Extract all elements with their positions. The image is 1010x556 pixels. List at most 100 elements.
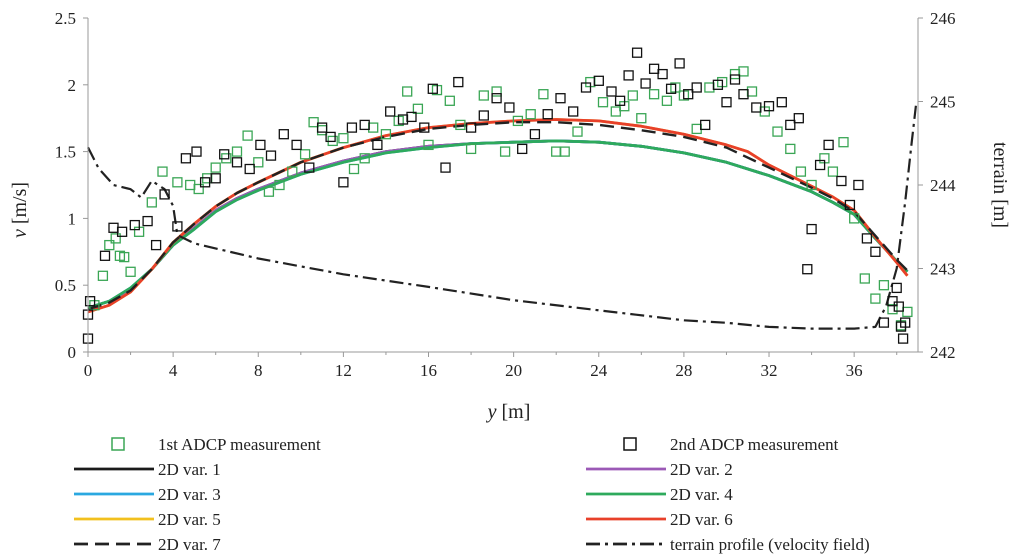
adcp1-point [572, 126, 583, 137]
x-axis-title: y [m] [486, 401, 531, 423]
adcp1-point [499, 146, 511, 157]
adcp2-point [853, 179, 864, 191]
adcp2-point [721, 97, 732, 108]
adcp1-point [380, 129, 392, 140]
adcp1-point [806, 179, 817, 191]
y-left-tick-label: 1.5 [55, 143, 76, 162]
adcp1-point [551, 146, 562, 157]
adcp2-point [199, 177, 211, 188]
adcp2-point [529, 129, 541, 140]
adcp2-point [453, 76, 464, 88]
x-tick-label: 0 [84, 361, 93, 380]
adcp2-point [640, 78, 651, 89]
adcp1-point [627, 90, 638, 101]
adcp2-point [738, 89, 749, 100]
adcp1-point [402, 86, 413, 97]
adcp2-point [568, 106, 579, 117]
adcp2-point [219, 149, 230, 160]
x-tick-label: 4 [169, 361, 178, 380]
adcp1-point [172, 177, 183, 188]
adcp1-point [878, 280, 890, 291]
adcp2-point [150, 239, 162, 251]
adcp1-point [368, 122, 379, 133]
adcp1-point [338, 133, 349, 144]
adcp1-point [636, 113, 647, 124]
adcp1-point [125, 266, 136, 277]
adcp2-point [84, 296, 96, 307]
x-tick-label: 36 [846, 361, 863, 380]
adcp1-point [263, 186, 275, 197]
legend-label-4: 2D var. 2 [670, 460, 733, 479]
adcp1-point [827, 166, 839, 177]
adcp2-point [265, 150, 277, 161]
adcp2-point [304, 162, 315, 173]
adcp1-point [559, 146, 570, 157]
adcp1-point [704, 82, 715, 93]
adcp2-point [542, 109, 553, 120]
adcp2-point [751, 102, 762, 113]
adcp1-point [849, 213, 860, 224]
adcp1-point [316, 125, 328, 136]
adcp1-point [887, 304, 898, 315]
axes: 0 4 8 12 16 20 24 28 32 36 0 0.5 1 1.5 2 2.5 242 243 244 24… [55, 9, 956, 380]
adcp2-point [210, 173, 221, 184]
adcp2-point [427, 83, 438, 94]
adcp1-point [455, 119, 466, 131]
adcp1-point [348, 163, 360, 175]
adcp2-point [142, 215, 153, 227]
adcp1-point [231, 146, 243, 157]
adcp2-point [776, 97, 787, 108]
adcp2-point [504, 102, 515, 113]
adcp2-point [465, 122, 477, 133]
adcp1-point [795, 166, 807, 177]
legend: 1st ADCP measurement 2nd ADCP measurement… [74, 435, 870, 554]
adcp1-point [525, 109, 536, 120]
x-tick-label: 28 [675, 361, 692, 380]
adcp1-point [97, 270, 109, 281]
adcp1-point [299, 149, 311, 160]
adcp2-point [606, 86, 617, 97]
adcp2-point [793, 113, 804, 124]
adcp2-point [129, 219, 140, 231]
adcp2-point [870, 246, 881, 257]
adcp1-point [308, 117, 319, 128]
adcp2-point [897, 333, 909, 344]
adcp2-point [836, 175, 847, 187]
adcp1-point [412, 103, 424, 114]
y-left-tick-label: 0.5 [55, 276, 76, 295]
adcp2-point [814, 159, 826, 171]
y-right-tick-label: 244 [930, 176, 956, 195]
legend-marker-2 [623, 437, 637, 451]
series-line-8 [87, 105, 917, 330]
legend-label-1: 1st ADCP measurement [158, 435, 321, 454]
adcp1-point [729, 68, 741, 80]
adcp1-point [902, 306, 913, 318]
y-right-tick-label: 246 [930, 9, 956, 28]
adcp2-point [712, 79, 724, 90]
adcp2-point [593, 75, 604, 86]
adcp1-point [104, 239, 115, 251]
adcp2-point [691, 82, 702, 93]
y-left-tick-label: 1 [68, 209, 77, 228]
adcp2-point [802, 264, 813, 275]
adcp1-point [538, 89, 549, 100]
adcp1-point [110, 233, 121, 244]
adcp2-point [683, 89, 694, 100]
y-right-tick-label: 245 [930, 93, 956, 112]
x-tick-label: 20 [505, 361, 522, 380]
adcp2-point [657, 68, 668, 80]
adcp1-point [870, 293, 881, 304]
y-left-tick-label: 0 [68, 343, 77, 362]
adcp2-point [887, 296, 898, 307]
x-tick-label: 32 [761, 361, 778, 380]
adcp2-point [172, 221, 183, 232]
adcp1-point [242, 130, 253, 141]
adcp1-point [859, 273, 870, 284]
adcp1-point [359, 153, 370, 164]
legend-label-9: 2D var. 7 [158, 535, 221, 554]
adcp2-point [700, 119, 711, 131]
adcp2-point [580, 82, 592, 93]
adcp2-point [231, 157, 243, 168]
adcp2-point [665, 83, 677, 94]
